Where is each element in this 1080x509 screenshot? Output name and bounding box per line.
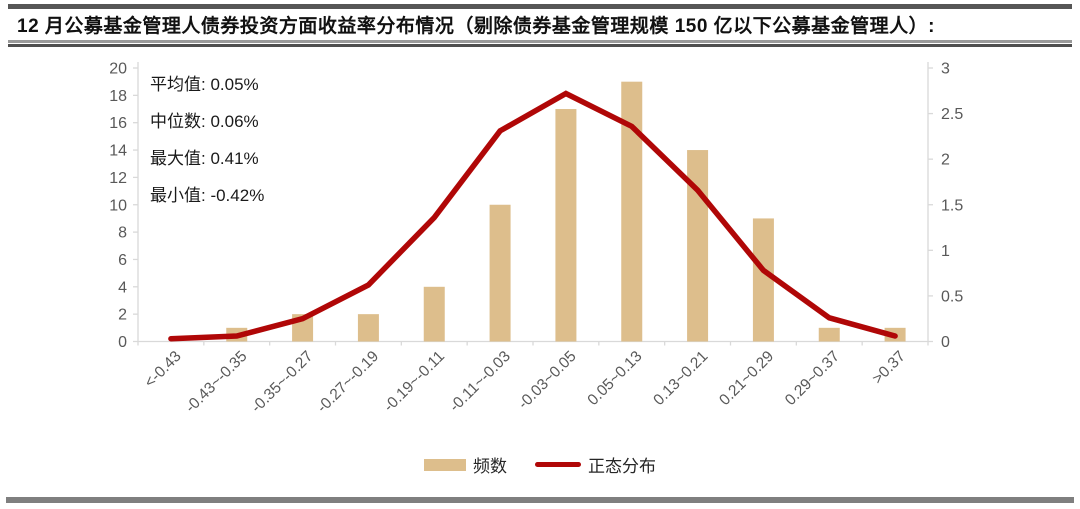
y-left-tick-label: 20 bbox=[109, 61, 127, 78]
y-right-tick-label: 2 bbox=[941, 152, 950, 169]
x-category-label: 0.05~0.13 bbox=[584, 348, 645, 409]
x-category-label: -0.11~-0.03 bbox=[446, 348, 514, 416]
frequency-bar bbox=[555, 109, 577, 342]
x-category-label: >0.37 bbox=[869, 348, 909, 388]
y-axis-right: 0 0.5 1 1.5 2 2.5 3 bbox=[928, 61, 963, 351]
x-category-label: 0.13~0.21 bbox=[650, 348, 711, 409]
legend-label-normal-distribution: 正态分布 bbox=[588, 457, 656, 476]
x-category-label: -0.43~-0.35 bbox=[182, 348, 250, 416]
y-left-tick-label: 6 bbox=[118, 252, 127, 269]
frequency-bar bbox=[687, 150, 709, 342]
x-category-label: <-0.43 bbox=[141, 348, 184, 391]
x-category-label: -0.03~0.05 bbox=[515, 348, 580, 413]
y-right-tick-label: 2.5 bbox=[941, 106, 963, 123]
y-left-tick-label: 12 bbox=[109, 170, 127, 187]
y-left-tick-label: 4 bbox=[118, 279, 127, 296]
y-right-tick-label: 0 bbox=[941, 334, 950, 351]
stat-mean: 平均值: 0.05% bbox=[150, 75, 259, 94]
y-left-tick-label: 2 bbox=[118, 307, 127, 324]
bars-frequency bbox=[226, 81, 906, 342]
legend-label-frequency: 频数 bbox=[473, 457, 507, 476]
x-category-label: -0.27~-0.19 bbox=[314, 348, 382, 416]
y-left-tick-label: 0 bbox=[118, 334, 127, 351]
x-axis-ticks bbox=[137, 341, 929, 346]
stat-median: 中位数: 0.06% bbox=[150, 112, 259, 131]
x-axis-labels: <-0.43-0.43~-0.35-0.35~-0.27-0.27~-0.19-… bbox=[141, 348, 909, 416]
header-divider-bar bbox=[8, 4, 1072, 9]
frequency-bar bbox=[752, 218, 774, 342]
footer-divider-bar bbox=[6, 497, 1074, 503]
chart-legend: 频数 正态分布 bbox=[0, 452, 1080, 477]
y-axis-left: 0 2 4 6 8 10 12 14 16 18 20 bbox=[109, 61, 138, 351]
normal-distribution-swatch-icon bbox=[535, 462, 581, 467]
legend-item-normal-distribution: 正态分布 bbox=[535, 452, 656, 477]
title-underline-dark bbox=[8, 43, 1072, 47]
frequency-bar bbox=[489, 204, 511, 342]
x-category-label: -0.35~-0.27 bbox=[248, 348, 316, 416]
legend-item-frequency: 频数 bbox=[424, 452, 507, 477]
stats-annotation: 平均值: 0.05% 中位数: 0.06% 最大值: 0.41% 最小值: -0… bbox=[150, 66, 264, 214]
page-title: 12 月公募基金管理人债券投资方面收益率分布情况（剔除债券基金管理规模 150 … bbox=[17, 16, 936, 37]
x-category-label: 0.21~0.29 bbox=[716, 348, 777, 409]
x-category-label: -0.19~-0.11 bbox=[381, 348, 449, 416]
y-right-tick-label: 3 bbox=[941, 61, 950, 78]
frequency-bar bbox=[818, 327, 840, 342]
y-left-tick-label: 18 bbox=[109, 88, 127, 105]
frequency-swatch-icon bbox=[424, 458, 466, 471]
y-left-tick-label: 16 bbox=[109, 115, 127, 132]
y-right-tick-label: 1 bbox=[941, 243, 950, 260]
title-underline-light bbox=[8, 40, 1072, 43]
frequency-bar bbox=[621, 81, 643, 342]
stat-max: 最大值: 0.41% bbox=[150, 149, 259, 168]
y-right-tick-label: 1.5 bbox=[941, 197, 963, 214]
frequency-bar bbox=[357, 314, 379, 342]
x-category-label: 0.29~0.37 bbox=[782, 348, 843, 409]
y-right-tick-label: 0.5 bbox=[941, 288, 963, 305]
frequency-bar bbox=[423, 286, 445, 342]
y-left-tick-label: 10 bbox=[109, 197, 127, 214]
y-left-tick-label: 8 bbox=[118, 225, 127, 242]
stat-min: 最小值: -0.42% bbox=[150, 186, 265, 205]
y-left-tick-label: 14 bbox=[109, 143, 127, 160]
normal-distribution-line bbox=[168, 90, 898, 342]
